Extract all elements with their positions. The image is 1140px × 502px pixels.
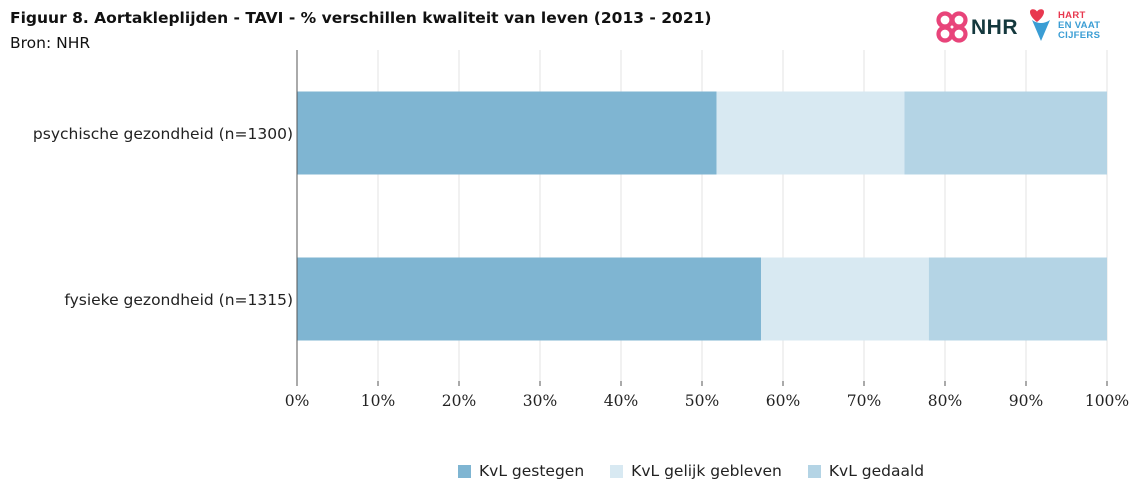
legend-label-gelijk: KvL gelijk gebleven — [631, 462, 782, 480]
x-tick-label-40: 40% — [604, 392, 638, 410]
legend-swatch-gedaald — [807, 464, 821, 478]
x-tick-label-30: 30% — [523, 392, 557, 410]
nhr-logo-text: NHR — [971, 16, 1018, 39]
source-note: Bron: NHR — [10, 34, 91, 52]
legend-item-gestegen: KvL gestegen — [458, 462, 584, 480]
chart-title: Figuur 8. Aortakleplijden - TAVI - % ver… — [10, 9, 712, 27]
hvc-line-3: CIJFERS — [1058, 30, 1101, 41]
legend-swatch-gelijk — [610, 464, 624, 478]
stacked-bar-chart: psychische gezondheid (n=1300) fysieke ge… — [33, 50, 1129, 410]
hvc-line-2: EN VAAT — [1058, 20, 1101, 31]
chart-legend: KvL gestegen KvL gelijk gebleven KvL ged… — [458, 462, 950, 480]
x-tick-label-60: 60% — [766, 392, 800, 410]
bar-0-gestegen — [297, 91, 717, 175]
bar-1-gestegen — [297, 257, 762, 341]
heart-drop-icon — [1030, 9, 1050, 41]
x-tick-label-90: 90% — [1009, 392, 1043, 410]
category-label-1: fysieke gezondheid (n=1315) — [64, 291, 293, 309]
x-tick-label-50: 50% — [685, 392, 719, 410]
hart-en-vaat-cijfers-logo: HART EN VAAT CIJFERS — [1028, 8, 1138, 44]
x-tick-label-10: 10% — [361, 392, 395, 410]
x-tick-label-80: 80% — [928, 392, 962, 410]
x-tick-label-70: 70% — [847, 392, 881, 410]
legend-item-gedaald: KvL gedaald — [807, 462, 925, 480]
legend-item-gelijk: KvL gelijk gebleven — [610, 462, 782, 480]
nhr-knot-icon — [936, 11, 968, 43]
bar-0-gelijk — [716, 91, 905, 175]
nhr-logo: NHR — [935, 8, 1025, 44]
hvc-line-1: HART — [1058, 10, 1086, 21]
bar-1-gelijk — [761, 257, 929, 341]
bar-0-gedaald — [904, 91, 1107, 175]
legend-swatch-gestegen — [458, 464, 471, 478]
category-label-0: psychische gezondheid (n=1300) — [33, 125, 293, 143]
x-tick-label-100: 100% — [1085, 392, 1129, 410]
x-tick-label-20: 20% — [442, 392, 476, 410]
legend-label-gedaald: KvL gedaald — [828, 462, 925, 480]
x-tick-label-0: 0% — [285, 392, 310, 410]
legend-label-gestegen: KvL gestegen — [479, 462, 585, 480]
bar-1-gedaald — [928, 257, 1107, 341]
